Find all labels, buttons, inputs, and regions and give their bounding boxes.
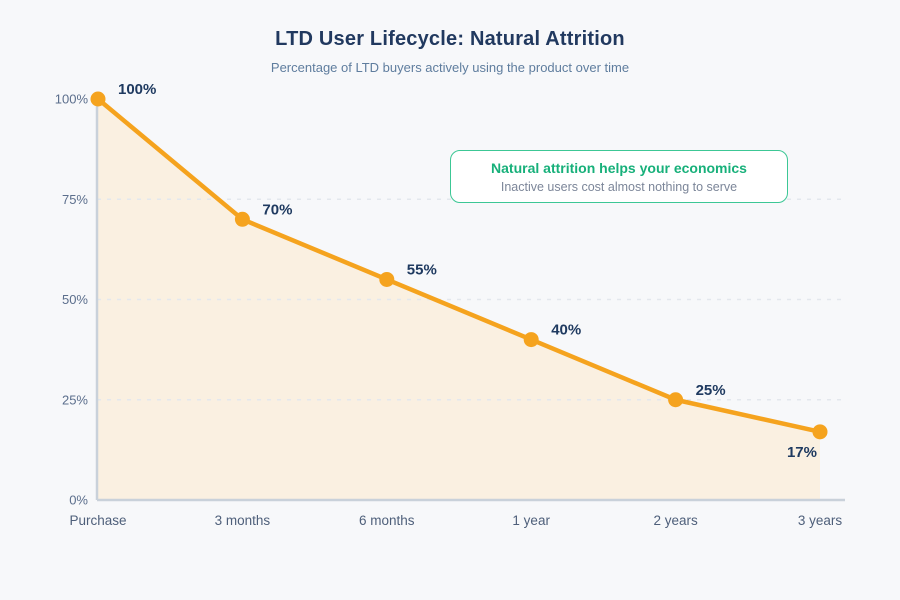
x-tick-3 months: 3 months	[215, 513, 271, 528]
data-point-2 years	[668, 392, 684, 408]
y-tick-50%: 50%	[62, 292, 88, 307]
data-point-Purchase	[90, 91, 106, 107]
annotation-callout-title: Natural attrition helps your economics	[491, 159, 747, 176]
chart-title: LTD User Lifecycle: Natural Attrition	[275, 28, 625, 50]
annotation-callout: Natural attrition helps your economics I…	[450, 150, 788, 203]
point-label-1 year: 40%	[551, 322, 581, 339]
data-point-3 months	[234, 211, 250, 227]
y-tick-0%: 0%	[69, 493, 88, 508]
point-label-Purchase: 100%	[118, 81, 156, 98]
point-label-2 years: 25%	[696, 382, 726, 399]
data-line	[95, 96, 823, 435]
data-point-6 months	[379, 271, 395, 287]
x-tick-2 years: 2 years	[653, 513, 698, 528]
y-tick-75%: 75%	[62, 192, 88, 207]
data-point-3 years	[812, 424, 828, 440]
x-tick-3 years: 3 years	[798, 513, 843, 528]
y-tick-100%: 100%	[55, 92, 89, 107]
point-label-3 months: 70%	[262, 201, 292, 218]
x-tick-Purchase: Purchase	[69, 513, 126, 528]
point-label-3 years: 17%	[787, 444, 817, 461]
annotation-callout-subtitle: Inactive users cost almost nothing to se…	[500, 179, 738, 194]
chart-subtitle: Percentage of LTD buyers actively using …	[270, 60, 630, 75]
x-tick-6 months: 6 months	[359, 513, 415, 528]
x-tick-1 year: 1 year	[512, 513, 550, 528]
data-point-1 year	[523, 332, 539, 348]
point-label-6 months: 55%	[407, 261, 437, 278]
y-tick-25%: 25%	[62, 392, 88, 407]
chart-header: LTD User Lifecycle: Natural Attrition Pe…	[0, 28, 900, 75]
